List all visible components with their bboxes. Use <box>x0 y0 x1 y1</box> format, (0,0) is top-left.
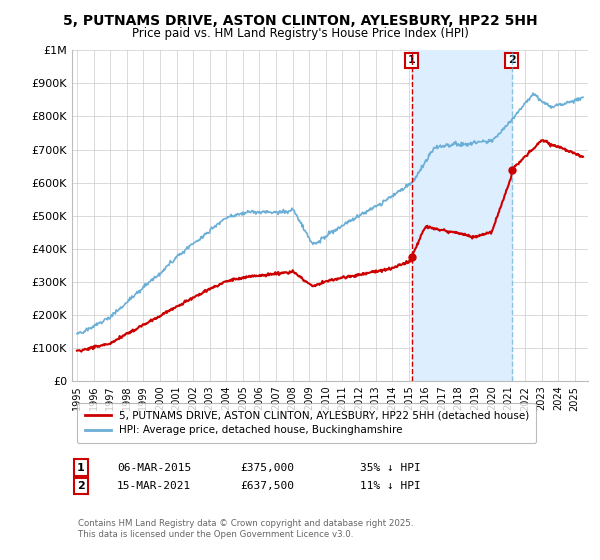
Text: 2: 2 <box>77 481 85 491</box>
Bar <box>412 50 512 381</box>
Text: 35% ↓ HPI: 35% ↓ HPI <box>360 463 421 473</box>
Text: 06-MAR-2015: 06-MAR-2015 <box>117 463 191 473</box>
Text: 5, PUTNAMS DRIVE, ASTON CLINTON, AYLESBURY, HP22 5HH: 5, PUTNAMS DRIVE, ASTON CLINTON, AYLESBU… <box>62 14 538 28</box>
Legend: 5, PUTNAMS DRIVE, ASTON CLINTON, AYLESBURY, HP22 5HH (detached house), HPI: Aver: 5, PUTNAMS DRIVE, ASTON CLINTON, AYLESBU… <box>77 403 536 443</box>
Text: £637,500: £637,500 <box>240 481 294 491</box>
Text: £375,000: £375,000 <box>240 463 294 473</box>
Text: Price paid vs. HM Land Registry's House Price Index (HPI): Price paid vs. HM Land Registry's House … <box>131 27 469 40</box>
Text: 2: 2 <box>508 55 516 66</box>
Text: Contains HM Land Registry data © Crown copyright and database right 2025.
This d: Contains HM Land Registry data © Crown c… <box>78 520 413 539</box>
Text: 1: 1 <box>77 463 85 473</box>
Text: 11% ↓ HPI: 11% ↓ HPI <box>360 481 421 491</box>
Text: 1: 1 <box>408 55 416 66</box>
Text: 15-MAR-2021: 15-MAR-2021 <box>117 481 191 491</box>
